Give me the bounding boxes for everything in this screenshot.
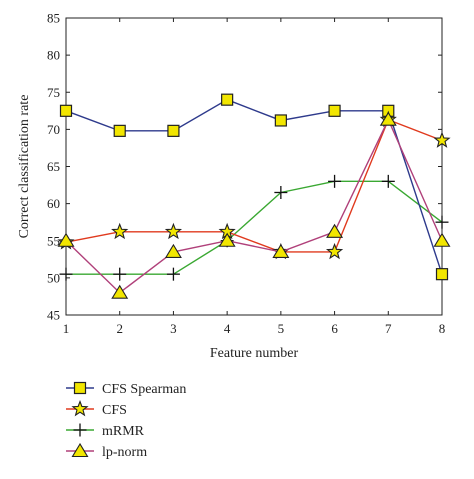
data-point-cfs-spearman (435, 268, 449, 281)
data-point-lp-norm (57, 232, 75, 247)
data-point-mrmr (274, 185, 288, 199)
data-point-mrmr (435, 215, 449, 229)
x-tick-label: 5 (278, 321, 285, 336)
legend-label: mRMR (102, 424, 145, 439)
y-tick-label: 65 (47, 159, 60, 174)
data-point-lp-norm (164, 243, 182, 258)
y-tick-label: 60 (47, 196, 60, 211)
series-lp-norm (57, 111, 451, 299)
x-tick-label: 2 (116, 321, 123, 336)
x-tick-label: 1 (63, 321, 70, 336)
data-point-cfs-spearman (328, 104, 341, 117)
y-axis-label: Correct classification rate (17, 95, 32, 239)
x-tick-label: 6 (331, 321, 338, 336)
data-point-cfs-spearman (167, 124, 180, 137)
legend-label: CFS (102, 403, 127, 418)
data-point-lp-norm (326, 223, 344, 238)
data-point-mrmr (381, 174, 395, 188)
x-tick-label: 4 (224, 321, 231, 336)
data-point-mrmr (59, 267, 73, 281)
data-point-lp-norm (379, 111, 397, 126)
data-point-lp-norm (272, 243, 290, 258)
data-point-mrmr (166, 267, 180, 281)
data-point-cfs-spearman (221, 93, 234, 106)
legend-item-lp-norm: lp-norm (66, 442, 147, 460)
data-point-cfs (325, 242, 344, 260)
x-axis-label: Feature number (210, 346, 299, 361)
legend-item-cfs-spearman: CFS Spearman (66, 381, 186, 397)
y-tick-label: 80 (47, 48, 60, 63)
series-line-cfs (65, 118, 443, 253)
series-line-mrmr (66, 180, 443, 275)
data-point-cfs (111, 222, 129, 240)
legend-marker-lp-norm (71, 442, 89, 458)
data-point-cfs (164, 222, 183, 240)
y-tick-label: 45 (47, 308, 60, 323)
legend-marker-cfs (71, 399, 89, 417)
data-point-cfs-spearman (274, 114, 287, 127)
data-point-mrmr (328, 174, 342, 188)
data-point-cfs (433, 131, 451, 148)
data-point-cfs-spearman (113, 124, 126, 137)
legend-label: CFS Spearman (102, 382, 186, 397)
data-point-mrmr (113, 267, 127, 281)
legend-item-cfs: CFS (66, 399, 127, 418)
y-tick-label: 70 (47, 122, 60, 137)
series-line-cfs-spearman (65, 98, 443, 275)
data-point-lp-norm (218, 232, 236, 247)
data-point-cfs-spearman (59, 104, 73, 117)
x-tick-label: 8 (439, 321, 446, 336)
data-point-lp-norm (433, 232, 451, 247)
legend-marker-mrmr (73, 423, 87, 437)
y-tick-label: 55 (47, 233, 60, 248)
legend-label: lp-norm (102, 445, 147, 460)
series-layer (57, 93, 451, 299)
legend: CFS Spearman CFS mRMR lp-norm (66, 381, 186, 460)
y-tick-label: 75 (47, 85, 60, 100)
series-line-lp-norm (65, 118, 443, 294)
legend-item-mrmr: mRMR (66, 423, 145, 439)
data-point-lp-norm (111, 284, 129, 299)
legend-marker-cfs-spearman (73, 381, 87, 395)
y-tick-label: 85 (47, 11, 60, 26)
x-tick-label: 3 (170, 321, 177, 336)
y-tick-label: 50 (47, 270, 60, 285)
x-tick-label: 7 (385, 321, 392, 336)
